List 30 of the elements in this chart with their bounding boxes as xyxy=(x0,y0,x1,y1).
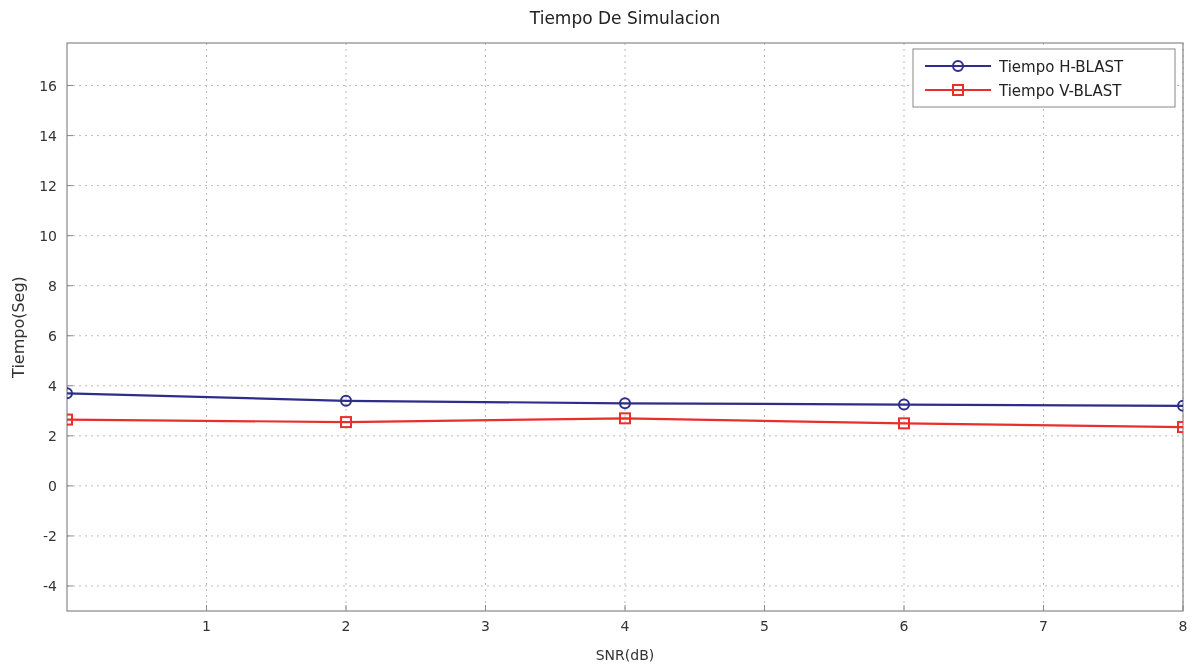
legend-label: Tiempo V-BLAST xyxy=(998,82,1123,100)
y-axis-title: Tiempo(Seg) xyxy=(9,276,28,379)
x-tick-label: 3 xyxy=(481,618,490,634)
y-tick-label: -4 xyxy=(43,577,58,594)
y-tick-label: 12 xyxy=(39,177,57,194)
point xyxy=(898,398,910,411)
point xyxy=(340,416,352,429)
y-tick-label: 4 xyxy=(48,377,58,394)
legend-label: Tiempo H-BLAST xyxy=(998,58,1125,76)
y-tick-label: 6 xyxy=(48,327,58,344)
x-tick-label: 7 xyxy=(1039,618,1048,634)
point xyxy=(898,417,910,430)
point xyxy=(619,397,631,410)
x-tick-label: 1 xyxy=(202,618,211,634)
point xyxy=(340,394,352,407)
y-tick-label: 10 xyxy=(39,227,57,244)
y-tick-label: 14 xyxy=(39,127,58,144)
y-tick-label: 2 xyxy=(48,427,57,444)
y-tick-label: 16 xyxy=(39,77,58,94)
chart-title: Tiempo De Simulacion xyxy=(528,8,721,28)
x-tick-label: 6 xyxy=(899,618,909,634)
y-tick-label: 8 xyxy=(48,277,57,294)
y-tick-label: -2 xyxy=(43,527,57,544)
x-tick-label: 2 xyxy=(341,618,351,634)
x-axis-title: SNR(dB) xyxy=(595,647,655,663)
x-tick-label: 5 xyxy=(760,618,769,634)
x-tick-label: 8 xyxy=(1178,618,1188,634)
point xyxy=(619,412,631,425)
y-tick-label: 0 xyxy=(48,477,57,494)
x-tick-label: 4 xyxy=(620,618,630,634)
